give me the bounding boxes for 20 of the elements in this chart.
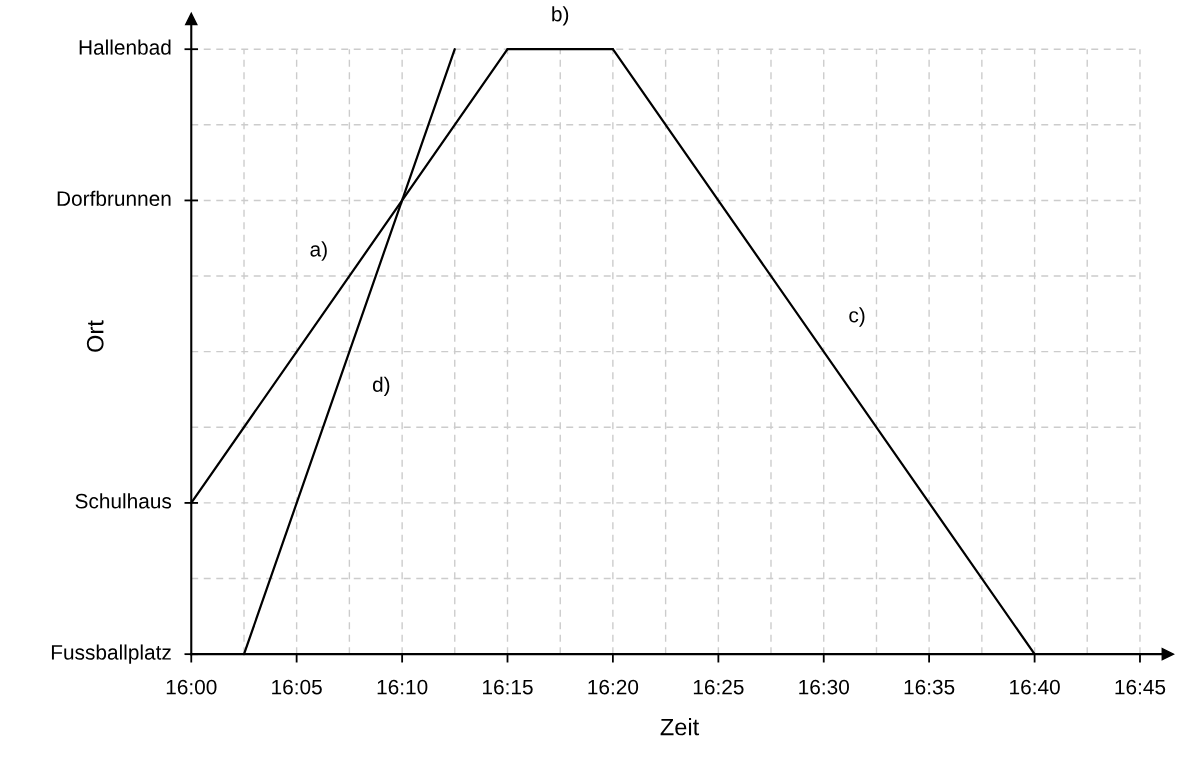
ref-line-label: Dorfbrunnen (57, 190, 171, 207)
x-tick-label: 16:20 (588, 679, 639, 695)
x-tick-label: 16:25 (693, 679, 744, 695)
x-tick-label: 16:10 (377, 679, 428, 695)
series-label: c) (849, 307, 865, 327)
x-tick-label: 16:40 (1010, 679, 1060, 695)
series-label: a) (310, 241, 327, 261)
series-label: d) (372, 376, 390, 397)
x-tick-label: 16:30 (799, 679, 849, 695)
series-label: b) (552, 6, 569, 26)
x-tick-label: 16:00 (166, 679, 217, 695)
y-axis-title: Ort (86, 320, 104, 352)
x-tick-label: 16:05 (272, 679, 322, 695)
ref-line-label: Hallenbad (79, 39, 171, 55)
ref-line-label: Schulhaus (75, 493, 172, 509)
x-axis-title: Zeit (660, 718, 700, 736)
x-tick-label: 16:15 (483, 679, 533, 695)
x-tick-label: 16:35 (904, 679, 955, 695)
x-tick-label: 16:45 (1115, 679, 1166, 695)
ref-line-label: Fussballplatz (51, 644, 171, 664)
